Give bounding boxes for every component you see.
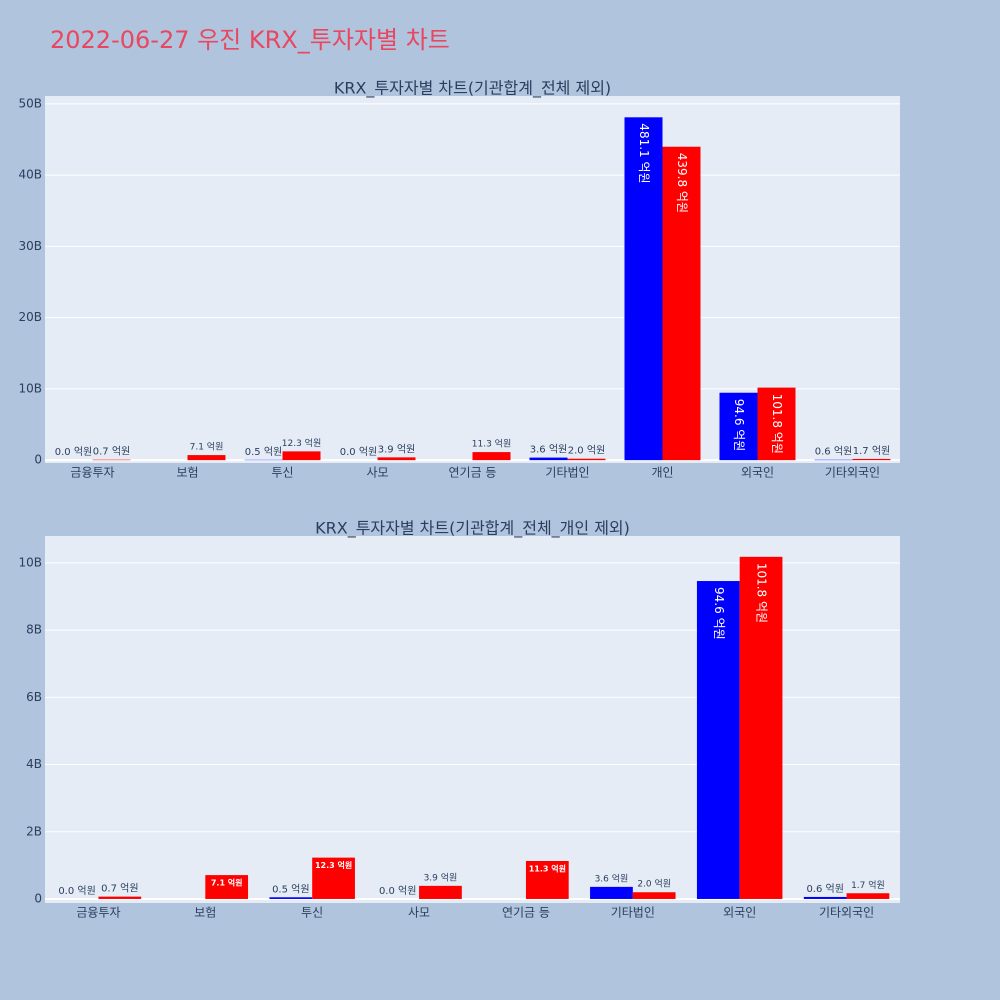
data-label: 0.0 억원 [379, 885, 416, 897]
data-label: 0.0 억원 [58, 885, 95, 897]
bar [846, 893, 890, 899]
bar [696, 581, 740, 899]
chart-title: KRX_투자자별 차트(기관합계_전체_개인 제외) [315, 519, 630, 539]
data-label: 3.6 억원 [595, 872, 629, 884]
x-tick-label: 기타법인 [545, 466, 589, 480]
data-label: 2.0 억원 [568, 445, 605, 457]
bar [205, 875, 249, 899]
x-tick-label: 사모 [366, 466, 388, 480]
x-tick-label: 기타법인 [611, 906, 655, 920]
y-tick-label: 10B [18, 555, 42, 569]
x-tick-label: 금융투자 [76, 906, 120, 920]
data-label: 0.7 억원 [93, 446, 130, 458]
x-tick-label: 사모 [408, 906, 430, 920]
bar [377, 457, 416, 461]
x-tick-label: 투신 [301, 906, 323, 920]
data-label: 1.7 억원 [851, 879, 885, 891]
data-label: 0.6 억원 [806, 883, 843, 895]
x-tick-label: 보험 [176, 466, 198, 480]
y-tick-label: 4B [26, 757, 42, 771]
x-tick-label: 외국인 [741, 466, 774, 480]
data-label: 94.6 억원 [732, 399, 746, 452]
bar [624, 117, 663, 461]
chart-title: KRX_투자자별 차트(기관합계_전체 제외) [334, 79, 611, 99]
bar [719, 392, 758, 461]
data-label: 1.7 억원 [853, 445, 890, 457]
bar [739, 556, 783, 899]
x-tick-label: 투신 [271, 466, 293, 480]
x-tick-label: 외국인 [723, 906, 756, 920]
data-label: 3.9 억원 [378, 443, 415, 455]
y-tick-label: 8B [26, 623, 42, 637]
y-tick-label: 30B [18, 239, 42, 253]
y-tick-label: 0 [34, 891, 42, 905]
data-label: 0.0 억원 [340, 446, 377, 458]
x-tick-label: 기타외국인 [825, 466, 880, 480]
data-label: 94.6 억원 [712, 587, 726, 640]
y-tick-label: 20B [18, 310, 42, 324]
data-label: 7.1 억원 [211, 878, 243, 888]
x-tick-label: 금융투자 [70, 466, 114, 480]
data-label: 0.7 억원 [101, 883, 138, 895]
data-label: 11.3 억원 [529, 863, 566, 873]
data-label: 12.3 억원 [282, 437, 321, 449]
data-label: 12.3 억원 [315, 860, 352, 870]
x-tick-label: 개인 [651, 466, 673, 480]
bar [282, 451, 321, 461]
bar [187, 455, 226, 461]
y-tick-label: 40B [18, 168, 42, 182]
data-label: 7.1 억원 [190, 441, 224, 453]
y-tick-label: 50B [18, 96, 42, 110]
data-label: 439.8 억원 [675, 153, 689, 213]
x-tick-label: 연기금 등 [502, 906, 550, 920]
data-label: 0.0 억원 [55, 446, 92, 458]
bar [852, 458, 891, 461]
x-tick-label: 기타외국인 [819, 906, 874, 920]
data-label: 11.3 억원 [472, 438, 511, 450]
data-label: 3.9 억원 [424, 871, 458, 883]
bar [757, 387, 796, 461]
data-label: 0.5 억원 [245, 446, 282, 458]
bar [269, 897, 313, 899]
bar [525, 860, 569, 899]
data-label: 3.6 억원 [530, 444, 567, 456]
bar [567, 458, 606, 461]
bar [632, 892, 676, 899]
bar [662, 146, 701, 461]
data-label: 101.8 억원 [770, 394, 784, 454]
y-tick-label: 2B [26, 824, 42, 838]
bar [98, 896, 142, 899]
data-label: 0.5 억원 [272, 883, 309, 895]
bar [529, 457, 568, 461]
x-tick-label: 연기금 등 [449, 466, 497, 480]
bar [590, 886, 633, 899]
data-label: 0.6 억원 [815, 446, 852, 458]
y-tick-label: 10B [18, 381, 42, 395]
bar [419, 885, 462, 899]
x-tick-label: 보험 [194, 906, 216, 920]
data-label: 2.0 억원 [637, 878, 671, 890]
bar [312, 857, 355, 899]
data-label: 101.8 억원 [755, 563, 769, 623]
bar [803, 896, 847, 899]
y-tick-label: 6B [26, 690, 42, 704]
data-label: 481.1 억원 [637, 123, 651, 183]
y-tick-label: 0 [34, 453, 42, 467]
bar [472, 452, 511, 461]
page-title: 2022-06-27 우진 KRX_투자자별 차트 [50, 26, 450, 54]
